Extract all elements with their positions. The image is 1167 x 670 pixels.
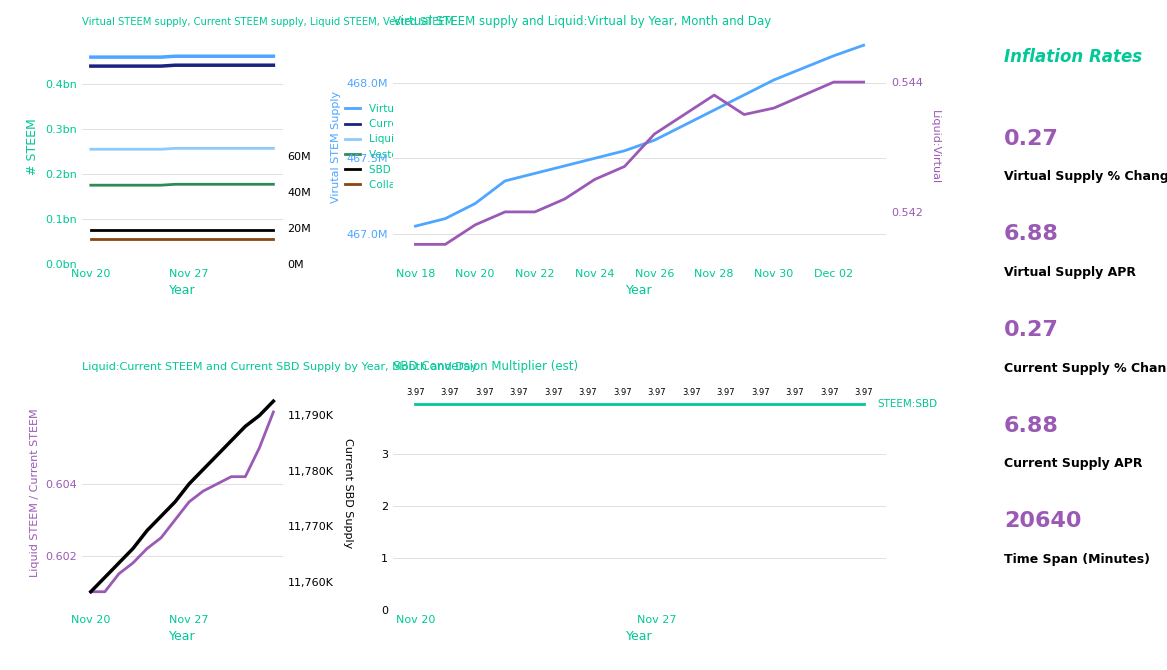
- Text: Current Supply APR: Current Supply APR: [1004, 458, 1142, 470]
- Text: 0.27: 0.27: [1004, 129, 1058, 149]
- Text: Time Span (Minutes): Time Span (Minutes): [1004, 553, 1151, 566]
- Text: 3.97: 3.97: [717, 389, 735, 397]
- Text: 3.97: 3.97: [854, 389, 873, 397]
- Text: 3.97: 3.97: [819, 389, 838, 397]
- Text: 3.97: 3.97: [682, 389, 700, 397]
- X-axis label: Year: Year: [169, 284, 195, 297]
- Text: Liquid:Current STEEM and Current SBD Supply by Year, Month and Day: Liquid:Current STEEM and Current SBD Sup…: [82, 362, 477, 373]
- Text: 3.97: 3.97: [475, 389, 494, 397]
- Text: 3.97: 3.97: [579, 389, 598, 397]
- Text: Virtual Supply APR: Virtual Supply APR: [1004, 266, 1137, 279]
- Text: 3.97: 3.97: [544, 389, 562, 397]
- Text: 3.97: 3.97: [613, 389, 631, 397]
- Text: 20640: 20640: [1004, 511, 1082, 531]
- Text: 6.88: 6.88: [1004, 224, 1058, 245]
- Text: Inflation Rates: Inflation Rates: [1004, 48, 1142, 66]
- Y-axis label: # STEEM: # STEEM: [27, 119, 40, 176]
- Legend: Virtual STEEM supply, Current STEEM supply, Liquid STEEM, Vested STEEM, SBD Supp: Virtual STEEM supply, Current STEEM supp…: [341, 100, 488, 194]
- Text: SBD Conversion Multiplier (est): SBD Conversion Multiplier (est): [393, 360, 578, 373]
- Y-axis label: Liquid STEEM / Current STEEM: Liquid STEEM / Current STEEM: [29, 409, 40, 577]
- Y-axis label: Current SBD Supply: Current SBD Supply: [343, 438, 352, 548]
- Text: 3.97: 3.97: [510, 389, 529, 397]
- X-axis label: Year: Year: [169, 630, 195, 643]
- Text: Current Supply % Changed: Current Supply % Changed: [1004, 362, 1167, 375]
- Y-axis label: Liquid:Virtual: Liquid:Virtual: [929, 110, 939, 184]
- Text: 3.97: 3.97: [750, 389, 769, 397]
- Text: STEEM:SBD: STEEM:SBD: [878, 399, 937, 409]
- Text: 3.97: 3.97: [406, 389, 425, 397]
- X-axis label: Year: Year: [627, 630, 652, 643]
- Text: Virtual STEEM supply, Current STEEM supply, Liquid STEEM, Vested STEEM...: Virtual STEEM supply, Current STEEM supp…: [82, 17, 463, 27]
- Text: 3.97: 3.97: [785, 389, 804, 397]
- Text: 3.97: 3.97: [441, 389, 459, 397]
- Text: Virtual Supply % Changed: Virtual Supply % Changed: [1004, 170, 1167, 184]
- X-axis label: Year: Year: [627, 284, 652, 297]
- Text: 0.27: 0.27: [1004, 320, 1058, 340]
- Text: Virtual STEEM supply and Liquid:Virtual by Year, Month and Day: Virtual STEEM supply and Liquid:Virtual …: [393, 15, 771, 27]
- Text: 3.97: 3.97: [648, 389, 666, 397]
- Text: 6.88: 6.88: [1004, 415, 1058, 436]
- Y-axis label: Virutal STEM Supply: Virutal STEM Supply: [331, 91, 341, 203]
